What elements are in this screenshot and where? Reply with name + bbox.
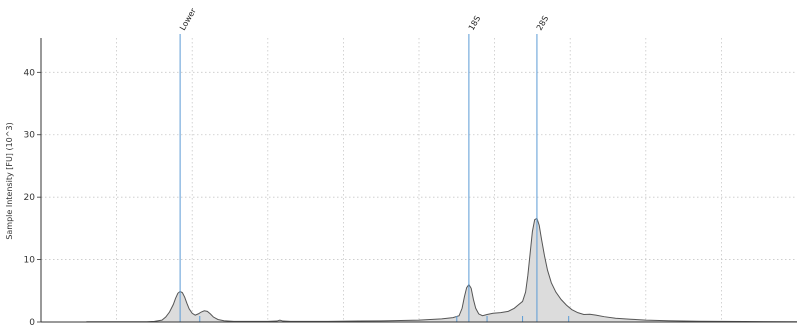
- y-tick-label: 0: [29, 318, 35, 326]
- grid: [41, 38, 797, 322]
- trace-fill: [86, 218, 797, 322]
- marker-layer: Lower 18S 28S: [178, 6, 570, 322]
- y-tick-label: 10: [24, 256, 36, 266]
- axes: 0 10 20 30 40: [24, 38, 797, 328]
- trace-layer: [86, 217, 797, 323]
- y-axis-title: Sample Intensity [FU] (10^3): [5, 122, 14, 239]
- peak-marker-label: Lower: [178, 6, 198, 32]
- y-tick-label: 40: [24, 68, 36, 78]
- peak-marker-label: 28S: [535, 14, 550, 32]
- y-tick-label: 30: [24, 131, 36, 141]
- trace-line: [86, 217, 797, 323]
- y-tick-label: 20: [24, 193, 36, 203]
- peak-marker-label: 18S: [467, 14, 482, 32]
